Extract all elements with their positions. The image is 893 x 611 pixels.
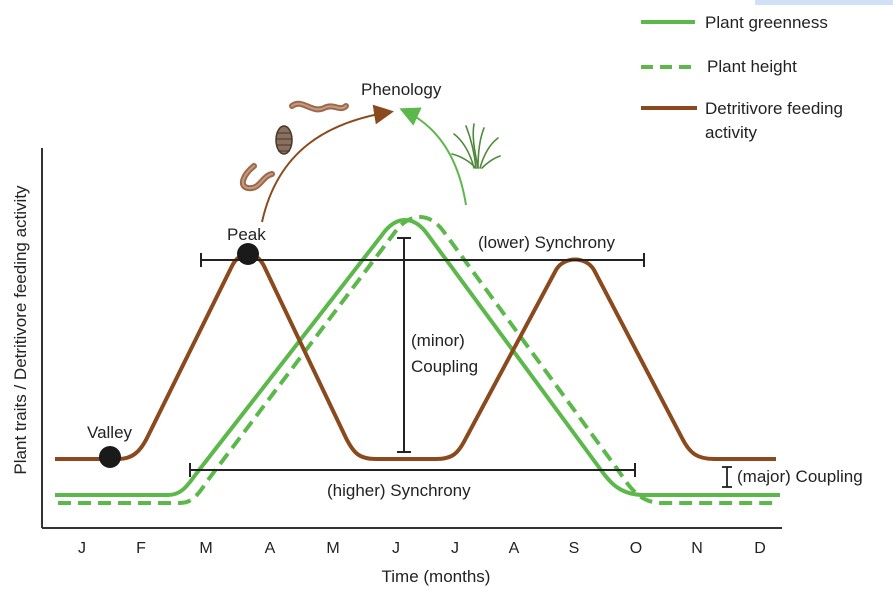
higher-synchrony-bar xyxy=(189,463,636,477)
lower-synchrony-label: (lower) Synchrony xyxy=(478,233,615,252)
earthworm-icon xyxy=(239,163,275,192)
peak-marker xyxy=(237,243,259,265)
month-label: D xyxy=(754,540,766,557)
legend: Plant greenness Plant height Detritivore… xyxy=(641,13,843,142)
woodlouse-icon xyxy=(275,125,293,155)
y-axis-title: Plant traits / Detritivore feeding activ… xyxy=(11,185,30,475)
top-accent-bar xyxy=(755,0,893,5)
minor-coupling-bar xyxy=(397,237,411,453)
valley-label: Valley xyxy=(87,423,133,442)
month-label: M xyxy=(199,540,212,557)
month-label: J xyxy=(78,540,86,557)
valley-marker xyxy=(99,446,121,468)
month-label: N xyxy=(691,540,703,557)
plant-greenness-curve xyxy=(55,218,780,497)
month-label: J xyxy=(392,540,400,557)
x-axis-title: Time (months) xyxy=(382,567,491,586)
minor-label: (minor) xyxy=(411,331,465,350)
legend-label-height: Plant height xyxy=(707,57,797,76)
month-labels: J F M A M J J A S O N D xyxy=(78,540,766,557)
month-label: O xyxy=(630,540,642,557)
detritivore-phenology-arrow xyxy=(261,104,394,223)
coupling-label: Coupling xyxy=(411,357,478,376)
major-coupling-label: (major) Coupling xyxy=(737,467,863,486)
peak-label: Peak xyxy=(227,225,266,244)
higher-synchrony-label: (higher) Synchrony xyxy=(327,481,471,500)
grass-icon xyxy=(451,123,501,169)
earthworm-icon xyxy=(289,100,349,113)
month-label: J xyxy=(451,540,459,557)
detritivore-curve xyxy=(55,252,776,461)
legend-label-detritivore: Detritivore feeding xyxy=(705,99,843,118)
month-label: M xyxy=(326,540,339,557)
month-label: S xyxy=(569,540,580,557)
legend-label-greenness: Plant greenness xyxy=(705,13,828,32)
plant-height-curve xyxy=(58,215,778,505)
plant-phenology-arrow xyxy=(399,107,467,206)
month-label: A xyxy=(509,540,520,557)
phenology-label: Phenology xyxy=(361,80,442,99)
month-label: F xyxy=(136,540,146,557)
major-coupling-bar xyxy=(722,466,732,488)
month-label: A xyxy=(265,540,276,557)
legend-label-detritivore-2: activity xyxy=(705,123,757,142)
lower-synchrony-bar xyxy=(200,253,645,267)
